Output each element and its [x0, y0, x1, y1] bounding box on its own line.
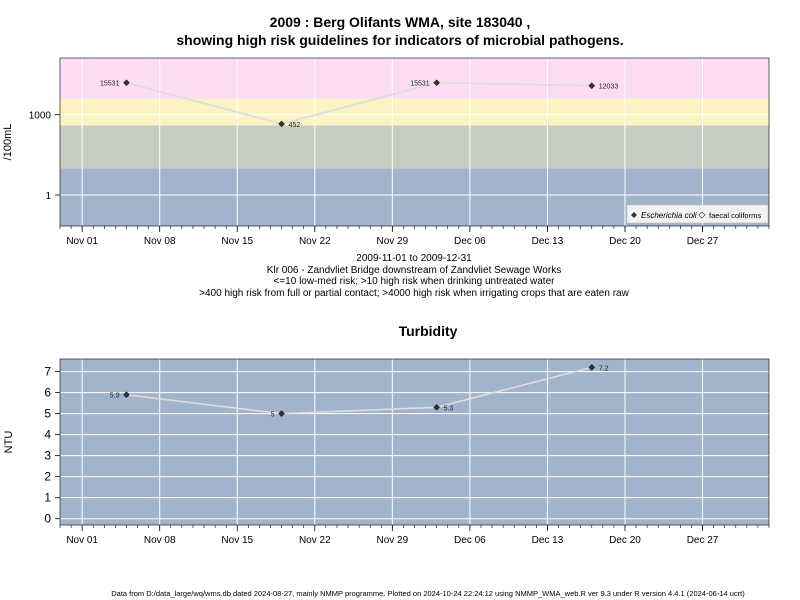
y-tick-label: 7	[44, 365, 51, 379]
chart-title-line1: 2009 : Berg Olifants WMA, site 183040 ,	[269, 14, 531, 30]
legend-fc-label: faecal coliforms	[709, 211, 761, 220]
legend-fc-marker	[698, 211, 706, 219]
chart-legend: Escherichia coli faecal coliforms	[626, 204, 769, 224]
y-tick-label: 1	[45, 191, 51, 202]
y-tick-label: 0	[44, 512, 51, 526]
data-point	[123, 391, 130, 399]
x-tick-label: Nov 22	[299, 236, 331, 247]
x-tick-label: Dec 13	[532, 236, 564, 247]
x-tick-label: Nov 01	[66, 535, 98, 546]
data-label: 7.2	[599, 365, 609, 372]
data-point	[433, 403, 441, 411]
turbidity-title: Turbidity	[398, 323, 458, 339]
y-tick-label: 3	[44, 449, 51, 463]
risk-band-2	[60, 98, 769, 126]
caption-risk-drinking: <=10 low-med risk; >10 high risk when dr…	[273, 276, 555, 287]
y-axis-label: /100mL	[2, 124, 14, 161]
x-tick-label: Dec 06	[454, 236, 486, 247]
series-line	[126, 366, 592, 415]
y-tick-label: 2	[44, 470, 51, 484]
x-tick-label: Nov 29	[377, 535, 409, 546]
data-label: 12033	[599, 84, 619, 91]
chart-title-line2: showing high risk guidelines for indicat…	[176, 32, 624, 48]
microbial-chart: Nov 01 Nov 08 Nov 15 Nov 22 Nov 29 Dec 06 Dec …	[2, 57, 770, 247]
chart-caption: 2009-11-01 to 2009-12-31 Klr 006 - Zandv…	[0, 253, 800, 299]
data-label: 5	[271, 412, 275, 419]
x-tick-label: Dec 27	[687, 236, 719, 247]
caption-date-range: 2009-11-01 to 2009-12-31	[356, 253, 472, 264]
data-point	[278, 410, 285, 417]
footer-note: Data from D:/data_large/wq/wms.db dated …	[111, 589, 745, 598]
x-tick-label: Nov 08	[144, 236, 176, 247]
data-label: 15531	[410, 81, 430, 88]
x-tick-label: Nov 15	[221, 535, 253, 546]
data-label: 15531	[100, 81, 120, 88]
series-line	[126, 81, 592, 125]
x-tick-label: Dec 06	[454, 535, 486, 546]
risk-band-3	[60, 58, 769, 99]
x-tick-label: Nov 22	[299, 535, 331, 546]
data-point	[278, 120, 285, 128]
data-label: 5.3	[444, 405, 454, 412]
legend-ecoli-label: Escherichia coli	[641, 211, 697, 220]
x-tick-label: Nov 15	[221, 236, 253, 247]
data-point	[588, 82, 596, 90]
data-label: 5.9	[110, 393, 120, 400]
turbidity-chart: Nov 01 Nov 08 Nov 15 Nov 22 Nov 29 Dec 06 Dec …	[3, 358, 770, 546]
data-point	[433, 79, 441, 87]
x-tick-label: Dec 20	[609, 236, 641, 247]
legend-box	[626, 204, 769, 224]
x-tick-label: Dec 27	[687, 535, 719, 546]
data-label: 452	[289, 122, 301, 129]
x-tick-label: Dec 20	[609, 535, 641, 546]
data-point	[588, 364, 596, 371]
x-tick-label: Nov 08	[144, 535, 176, 546]
x-tick-label: Dec 13	[532, 535, 564, 546]
y-tick-label: 1	[44, 491, 51, 505]
plot-background	[60, 359, 769, 525]
y-tick-label: 1000	[29, 111, 52, 122]
x-tick-label: Nov 29	[377, 236, 409, 247]
x-tick-label: Nov 01	[66, 236, 98, 247]
y-tick-label: 4	[44, 428, 51, 442]
y-tick-label: 5	[44, 407, 51, 421]
caption-site: Klr 006 - Zandvliet Bridge downstream of…	[266, 264, 562, 276]
caption-risk-contact: >400 high risk from full or partial cont…	[199, 287, 629, 299]
data-point	[123, 79, 130, 87]
y-axis-label: NTU	[3, 431, 15, 454]
legend-ecoli-marker	[631, 212, 637, 218]
risk-band-1	[60, 125, 769, 169]
y-tick-label: 6	[44, 386, 51, 400]
